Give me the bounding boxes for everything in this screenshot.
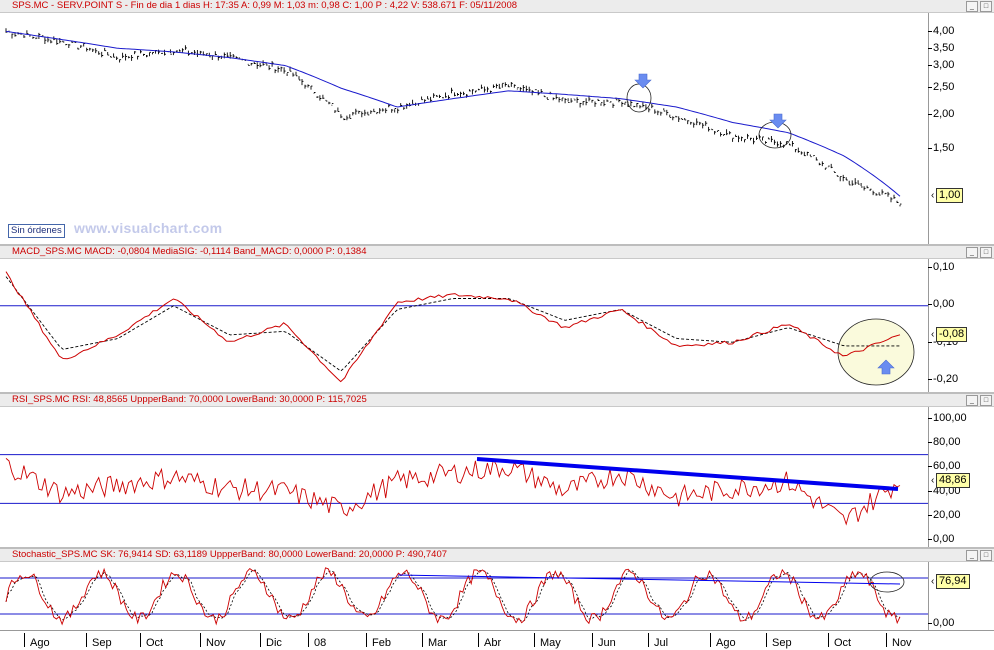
price-window-buttons: _ □ — [966, 1, 992, 12]
macd-tick-label: 0,10 — [927, 261, 955, 273]
pane-splitter-1[interactable] — [0, 244, 994, 246]
month-label: Nov — [886, 633, 912, 649]
stoch-header-text: Stochastic_SPS.MC SK: 76,9414 SD: 63,118… — [12, 549, 448, 560]
rsi-pane[interactable]: RSI_SPS.MC RSI: 48,8565 UppperBand: 70,0… — [0, 394, 994, 547]
month-label: Jul — [647, 633, 669, 649]
month-label: Sep — [86, 633, 112, 649]
macd-tick-label: -0,20 — [927, 373, 959, 385]
month-label: Oct — [139, 633, 164, 649]
price-tick-label: 3,50 — [927, 42, 955, 54]
month-label: Ago — [24, 633, 50, 649]
macd-header-text: MACD_SPS.MC MACD: -0,0804 MediaSIG: -0,1… — [12, 246, 367, 257]
sin-ordenes-button[interactable]: Sin órdenes — [8, 224, 65, 238]
macd-line — [5, 271, 901, 383]
month-label: Jun — [592, 633, 616, 649]
arrow-down-icon — [769, 113, 787, 129]
stoch-trendline — [397, 574, 901, 585]
watermark-text: www.visualchart.com — [74, 220, 223, 236]
month-label: 08 — [307, 633, 327, 649]
price-tick-label: 1,50 — [927, 142, 955, 154]
stoch-header-bar: Stochastic_SPS.MC SK: 76,9414 SD: 63,118… — [0, 549, 994, 562]
pane-splitter-2[interactable] — [0, 392, 994, 394]
highlight-ellipse — [758, 121, 792, 149]
price-header-text: SPS.MC - SERV.POINT S - Fin de dia 1 dia… — [12, 0, 518, 11]
pane-splitter-3[interactable] — [0, 547, 994, 549]
month-label: May — [534, 633, 561, 649]
price-tick-label: 4,00 — [927, 25, 955, 37]
maximize-icon[interactable]: □ — [980, 247, 992, 258]
rsi-tick-label: 20,00 — [928, 509, 961, 521]
rsi-line — [5, 458, 901, 526]
month-label: Mar — [422, 633, 447, 649]
stoch-highlight-ellipse — [869, 571, 905, 593]
rsi-tick-label: 80,00 — [928, 436, 961, 448]
minimize-icon[interactable]: _ — [966, 395, 978, 406]
maximize-icon[interactable]: □ — [980, 1, 992, 12]
moving-average-line — [5, 30, 901, 197]
rsi-last-value: 48,86 — [931, 473, 970, 488]
price-bars — [5, 28, 902, 207]
stoch-axis — [928, 562, 994, 630]
macd-axis — [928, 259, 994, 392]
rsi-window-buttons: _ □ — [966, 395, 992, 406]
macd-tick-label: 0,00 — [927, 298, 955, 310]
price-header-bar: SPS.MC - SERV.POINT S - Fin de dia 1 dia… — [0, 0, 994, 13]
price-tick-label: 3,00 — [927, 59, 955, 71]
maximize-icon[interactable]: □ — [980, 395, 992, 406]
macd-highlight-circle — [837, 318, 915, 386]
rsi-header-text: RSI_SPS.MC RSI: 48,8565 UppperBand: 70,0… — [12, 394, 367, 405]
price-tick-label: 2,00 — [927, 108, 955, 120]
rsi-header-bar: RSI_SPS.MC RSI: 48,8565 UppperBand: 70,0… — [0, 394, 994, 407]
macd-last-value: -0,08 — [931, 327, 968, 342]
price-pane[interactable]: SPS.MC - SERV.POINT S - Fin de dia 1 dia… — [0, 0, 994, 244]
minimize-icon[interactable]: _ — [966, 550, 978, 561]
stoch-sk-line — [5, 567, 901, 626]
highlight-ellipse — [626, 83, 652, 113]
rsi-tick-label: 0,00 — [927, 533, 955, 545]
stoch-tick-label: 0,00 — [927, 617, 955, 629]
month-label: Abr — [477, 633, 502, 649]
price-axis — [928, 13, 994, 244]
rsi-tick-label: 60,00 — [928, 460, 961, 472]
maximize-icon[interactable]: □ — [980, 550, 992, 561]
minimize-icon[interactable]: _ — [966, 247, 978, 258]
macd-header-bar: MACD_SPS.MC MACD: -0,0804 MediaSIG: -0,1… — [0, 246, 994, 259]
rsi-trendline — [476, 457, 899, 491]
arrow-down-icon — [634, 73, 652, 89]
arrow-up-icon — [877, 359, 895, 375]
month-label: Feb — [366, 633, 391, 649]
macd-window-buttons: _ □ — [966, 247, 992, 258]
rsi-tick-label: 40,00 — [928, 485, 961, 497]
month-label: Ago — [710, 633, 736, 649]
stoch-last-value: 76,94 — [931, 574, 970, 589]
stoch-window-buttons: _ □ — [966, 550, 992, 561]
time-axis — [0, 630, 994, 650]
month-label: Oct — [827, 633, 852, 649]
minimize-icon[interactable]: _ — [966, 1, 978, 12]
month-label: Sep — [766, 633, 792, 649]
rsi-axis — [928, 407, 994, 547]
macd-signal-line — [5, 276, 900, 372]
price-tick-label: 2,50 — [927, 81, 955, 93]
price-last-value: 1,00 — [931, 188, 964, 203]
macd-pane[interactable]: MACD_SPS.MC MACD: -0,0804 MediaSIG: -0,1… — [0, 246, 994, 392]
month-label: Nov — [200, 633, 226, 649]
rsi-tick-label: 100,00 — [928, 412, 967, 424]
month-label: Dic — [260, 633, 282, 649]
